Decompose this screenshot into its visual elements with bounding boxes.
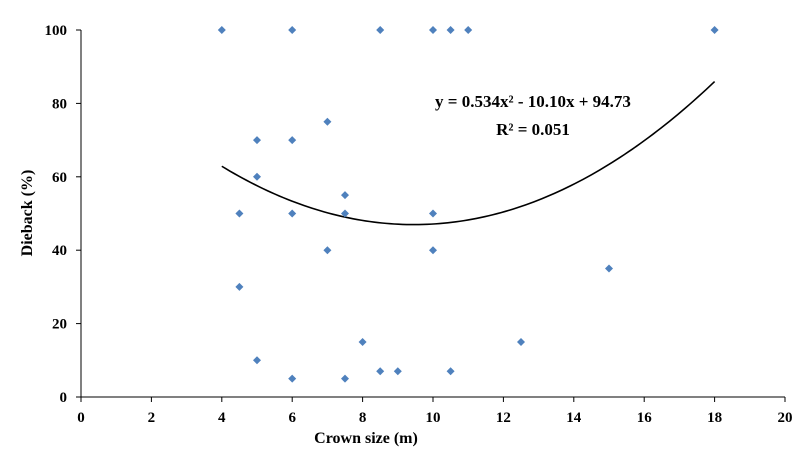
- data-points: [217, 26, 719, 383]
- data-point: [429, 26, 437, 34]
- x-tick-label: 10: [426, 410, 441, 426]
- trendline-equation: y = 0.534x² - 10.10x + 94.73: [435, 92, 631, 111]
- data-point: [710, 26, 719, 34]
- data-point: [429, 246, 437, 255]
- data-point: [446, 367, 455, 376]
- y-axis-ticks: 0 20 40 60 80 100: [45, 23, 81, 406]
- data-point: [341, 374, 349, 383]
- data-point: [288, 26, 297, 34]
- y-axis-label: Dieback (%): [19, 170, 36, 257]
- data-point: [253, 356, 261, 365]
- x-tick-label: 4: [218, 410, 226, 426]
- trendline-r-squared: R² = 0.051: [496, 120, 570, 139]
- data-point: [376, 26, 385, 34]
- data-point: [464, 26, 473, 34]
- data-point: [235, 282, 244, 291]
- data-point: [341, 209, 349, 218]
- data-point: [376, 367, 385, 376]
- data-point: [323, 246, 332, 255]
- data-point: [323, 117, 332, 126]
- data-point: [429, 209, 437, 218]
- data-point: [341, 191, 349, 200]
- x-tick-label: 16: [637, 410, 653, 426]
- x-tick-label: 12: [496, 410, 511, 426]
- y-tick-label: 60: [52, 170, 67, 186]
- y-tick-label: 40: [52, 243, 67, 259]
- data-point: [288, 209, 297, 218]
- data-point: [288, 136, 297, 145]
- data-point: [253, 136, 261, 145]
- x-tick-label: 14: [566, 410, 582, 426]
- x-axis-ticks: 0 2 4 6 8 10 12 14 16 18 20: [77, 397, 793, 426]
- trendline: [221, 80, 716, 226]
- x-tick-label: 2: [148, 410, 156, 426]
- x-tick-label: 18: [707, 410, 722, 426]
- axes: 0 2 4 6 8 10 12 14 16 18 20 0 20 40 60 80 100: [45, 23, 793, 426]
- data-point: [517, 337, 525, 346]
- y-tick-label: 100: [45, 23, 68, 39]
- data-point: [217, 26, 226, 34]
- data-point: [253, 172, 261, 181]
- data-point: [358, 337, 367, 346]
- y-tick-label: 80: [52, 96, 67, 112]
- data-point: [605, 264, 613, 273]
- y-tick-label: 0: [60, 390, 68, 406]
- data-point: [446, 26, 455, 34]
- data-point: [393, 367, 402, 376]
- x-tick-label: 8: [359, 410, 367, 426]
- x-axis-label: Crown size (m): [314, 430, 418, 447]
- y-tick-label: 20: [52, 317, 67, 333]
- x-tick-label: 6: [288, 410, 296, 426]
- x-tick-label: 0: [77, 410, 85, 426]
- data-point: [235, 209, 244, 218]
- data-point: [288, 374, 297, 383]
- x-tick-label: 20: [778, 410, 793, 426]
